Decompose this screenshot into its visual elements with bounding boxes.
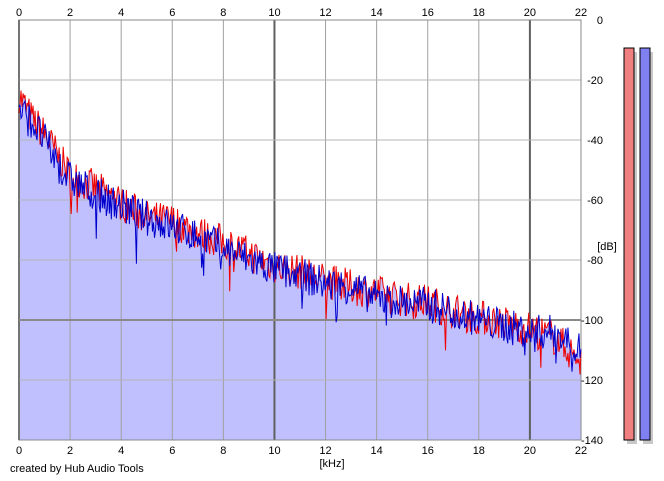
x-tick-label: 6 bbox=[169, 7, 175, 19]
x-tick-label: 16 bbox=[422, 7, 434, 19]
x-tick-label: 0 bbox=[16, 445, 22, 457]
y-tick-label: 0 bbox=[597, 15, 603, 27]
y-tick-label: -100 bbox=[581, 315, 603, 327]
x-tick-label: 6 bbox=[169, 445, 175, 457]
x-tick-label: 4 bbox=[118, 445, 124, 457]
left-level-meter bbox=[623, 47, 635, 441]
x-tick-label: 2 bbox=[67, 7, 73, 19]
x-tick-label: 10 bbox=[268, 7, 280, 19]
x-tick-label: 18 bbox=[473, 445, 485, 457]
x-tick-label: 20 bbox=[524, 7, 536, 19]
x-tick-label: 0 bbox=[16, 7, 22, 19]
spectrum-series bbox=[18, 90, 582, 375]
x-tick-label: 12 bbox=[319, 7, 331, 19]
x-tick-label: 8 bbox=[220, 7, 226, 19]
x-tick-label: 18 bbox=[473, 7, 485, 19]
x-tick-label: 22 bbox=[575, 7, 587, 19]
x-axis-label: [kHz] bbox=[319, 458, 344, 470]
x-tick-label: 14 bbox=[371, 445, 383, 457]
x-tick-label: 20 bbox=[524, 445, 536, 457]
y-tick-label: -80 bbox=[587, 255, 603, 267]
plot-border bbox=[18, 19, 582, 441]
blue-channel-line bbox=[18, 99, 582, 372]
x-tick-label: 2 bbox=[67, 445, 73, 457]
y-tick-labels-right: 0 -20 -40 -60 -80 -100 -120 -140 bbox=[581, 15, 603, 447]
x-tick-label: 12 bbox=[319, 445, 331, 457]
credit-text: created by Hub Audio Tools bbox=[10, 463, 144, 475]
x-tick-labels-top: 0 2 4 6 8 10 12 14 16 18 20 22 bbox=[16, 7, 587, 19]
y-tick-label: -20 bbox=[587, 75, 603, 87]
x-tick-label: 22 bbox=[575, 445, 587, 457]
y-axis-label: [dB] bbox=[597, 241, 617, 253]
x-tick-label: 8 bbox=[220, 445, 226, 457]
x-tick-label: 4 bbox=[118, 7, 124, 19]
right-level-meter bbox=[639, 47, 651, 441]
y-tick-label: -140 bbox=[581, 435, 603, 447]
x-tick-label: 16 bbox=[422, 445, 434, 457]
x-tick-label: 14 bbox=[371, 7, 383, 19]
y-tick-label: -120 bbox=[581, 375, 603, 387]
x-tick-label: 10 bbox=[268, 445, 280, 457]
level-meters bbox=[623, 47, 653, 444]
y-tick-label: -40 bbox=[587, 135, 603, 147]
y-tick-label: -60 bbox=[587, 195, 603, 207]
x-tick-labels-bottom: 0 2 4 6 8 10 12 14 16 18 20 22 bbox=[16, 445, 587, 457]
